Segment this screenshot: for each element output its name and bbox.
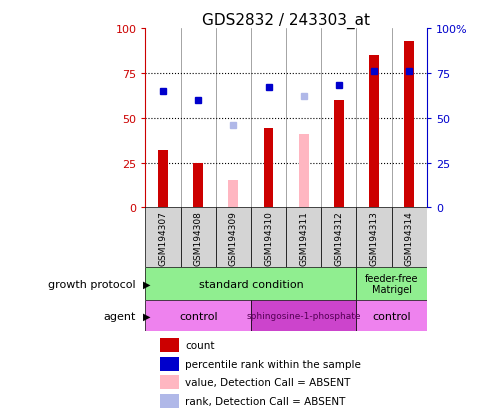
Bar [356,208,391,268]
Bar [404,41,413,208]
Bar [159,375,179,389]
Bar [298,135,308,208]
Bar [391,208,426,268]
Text: feeder-free
Matrigel: feeder-free Matrigel [364,273,418,295]
Bar [356,268,426,300]
Text: value, Detection Call = ABSENT: value, Detection Call = ABSENT [184,377,349,387]
Bar [356,300,426,331]
Bar [215,208,251,268]
Text: ▶: ▶ [143,311,150,321]
Text: GSM194308: GSM194308 [193,210,202,265]
Bar [180,208,215,268]
Bar [159,357,179,371]
Text: GSM194312: GSM194312 [333,210,343,265]
Text: agent: agent [103,311,136,321]
Bar [251,208,286,268]
Bar [159,394,179,408]
Bar [286,208,320,268]
Text: sphingosine-1-phosphate: sphingosine-1-phosphate [246,311,360,320]
Bar [145,208,180,268]
Text: count: count [184,340,214,350]
Bar [145,268,356,300]
Bar [228,181,238,208]
Text: control: control [372,311,410,321]
Bar [158,151,167,208]
Text: GSM194314: GSM194314 [404,210,413,265]
Title: GDS2832 / 243303_at: GDS2832 / 243303_at [202,13,369,29]
Text: GSM194313: GSM194313 [369,210,378,265]
Bar [333,100,343,208]
Text: growth protocol: growth protocol [48,279,136,289]
Text: GSM194309: GSM194309 [228,210,238,265]
Bar [368,56,378,208]
Text: ▶: ▶ [143,279,150,289]
Bar [320,208,356,268]
Bar [251,300,356,331]
Text: rank, Detection Call = ABSENT: rank, Detection Call = ABSENT [184,396,345,406]
Text: GSM194311: GSM194311 [299,210,308,265]
Text: percentile rank within the sample: percentile rank within the sample [184,359,360,369]
Text: standard condition: standard condition [198,279,302,289]
Bar [145,300,251,331]
Text: control: control [179,311,217,321]
Bar [193,163,203,208]
Bar [159,338,179,352]
Text: GSM194310: GSM194310 [263,210,272,265]
Bar [263,129,273,208]
Text: GSM194307: GSM194307 [158,210,167,265]
